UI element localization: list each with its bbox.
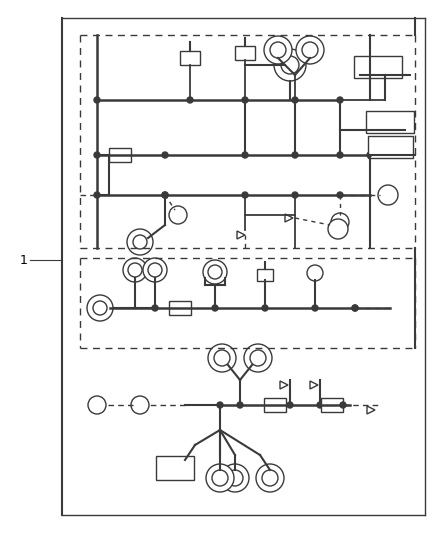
- Bar: [156, 456, 194, 480]
- Circle shape: [133, 235, 147, 249]
- Circle shape: [281, 56, 299, 74]
- Circle shape: [292, 97, 298, 103]
- Circle shape: [331, 213, 349, 231]
- Bar: [180, 51, 200, 65]
- Circle shape: [296, 36, 324, 64]
- Circle shape: [88, 396, 106, 414]
- Circle shape: [162, 192, 168, 198]
- Circle shape: [367, 152, 373, 158]
- Circle shape: [212, 470, 228, 486]
- Circle shape: [262, 470, 278, 486]
- Bar: [366, 111, 414, 133]
- Circle shape: [162, 152, 168, 158]
- Bar: [257, 269, 273, 281]
- Circle shape: [152, 305, 158, 311]
- Bar: [321, 398, 343, 412]
- Circle shape: [217, 402, 223, 408]
- Circle shape: [94, 192, 100, 198]
- Circle shape: [128, 263, 142, 277]
- Circle shape: [94, 152, 100, 158]
- Bar: [235, 46, 255, 60]
- Circle shape: [93, 301, 107, 315]
- Circle shape: [378, 185, 398, 205]
- Circle shape: [352, 305, 358, 311]
- Circle shape: [292, 152, 298, 158]
- Circle shape: [94, 97, 100, 103]
- Circle shape: [242, 152, 248, 158]
- Circle shape: [237, 402, 243, 408]
- Circle shape: [270, 42, 286, 58]
- Circle shape: [352, 305, 358, 311]
- Circle shape: [292, 192, 298, 198]
- Bar: [264, 398, 286, 412]
- Circle shape: [287, 402, 293, 408]
- Polygon shape: [285, 214, 293, 222]
- Circle shape: [214, 350, 230, 366]
- Circle shape: [337, 152, 343, 158]
- Polygon shape: [280, 381, 288, 389]
- Circle shape: [317, 402, 323, 408]
- Polygon shape: [237, 231, 245, 239]
- Bar: [367, 136, 413, 158]
- Circle shape: [212, 305, 218, 311]
- Circle shape: [87, 295, 113, 321]
- Circle shape: [143, 258, 167, 282]
- Circle shape: [123, 258, 147, 282]
- Bar: [169, 301, 191, 315]
- Circle shape: [227, 470, 243, 486]
- Circle shape: [131, 396, 149, 414]
- Circle shape: [337, 97, 343, 103]
- Circle shape: [262, 305, 268, 311]
- Circle shape: [307, 265, 323, 281]
- Circle shape: [242, 97, 248, 103]
- Circle shape: [312, 305, 318, 311]
- Circle shape: [328, 219, 348, 239]
- Circle shape: [244, 344, 272, 372]
- Circle shape: [148, 263, 162, 277]
- Bar: [109, 148, 131, 162]
- Polygon shape: [310, 381, 318, 389]
- Circle shape: [206, 464, 234, 492]
- Bar: [354, 56, 402, 78]
- Circle shape: [169, 206, 187, 224]
- Circle shape: [302, 42, 318, 58]
- Circle shape: [203, 260, 227, 284]
- Circle shape: [127, 229, 153, 255]
- Polygon shape: [367, 406, 375, 414]
- Circle shape: [337, 192, 343, 198]
- Circle shape: [187, 97, 193, 103]
- Circle shape: [264, 36, 292, 64]
- Circle shape: [242, 192, 248, 198]
- Circle shape: [256, 464, 284, 492]
- Text: 1: 1: [20, 254, 28, 266]
- Circle shape: [208, 265, 222, 279]
- Circle shape: [221, 464, 249, 492]
- Circle shape: [250, 350, 266, 366]
- Circle shape: [162, 192, 168, 198]
- Circle shape: [208, 344, 236, 372]
- Circle shape: [274, 49, 306, 81]
- Circle shape: [340, 402, 346, 408]
